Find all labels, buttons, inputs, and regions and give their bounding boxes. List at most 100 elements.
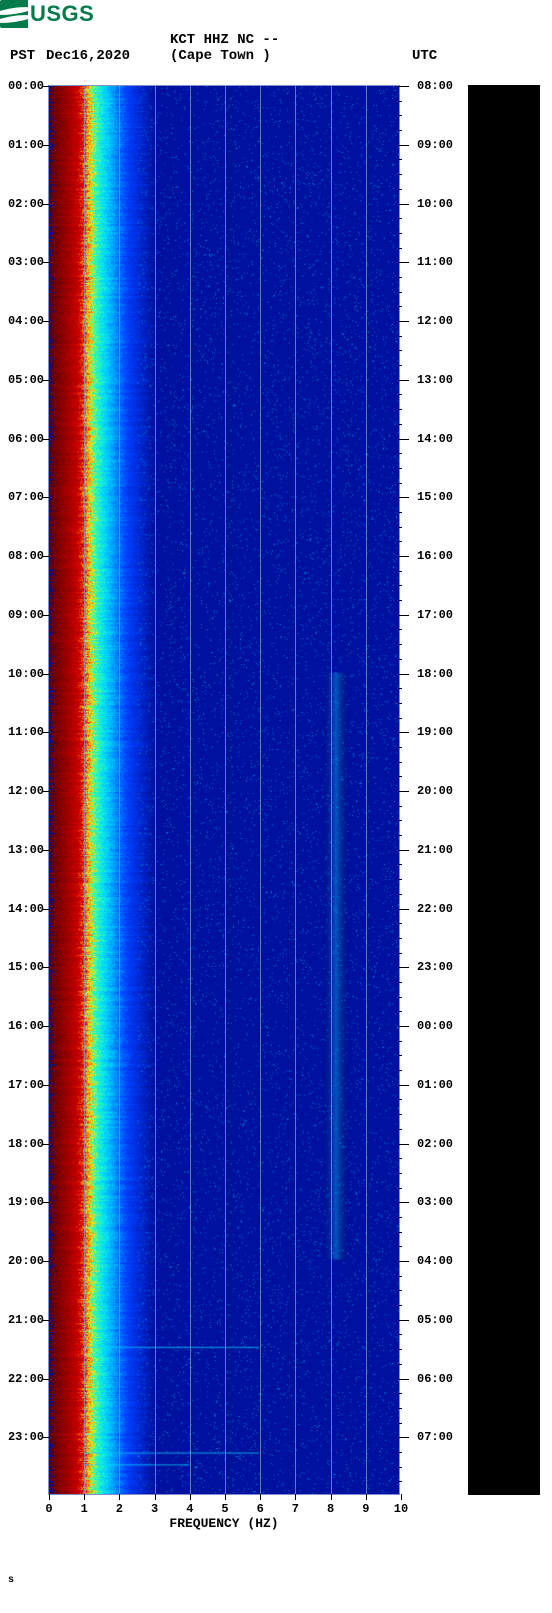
- ytick-right-label: 06:00: [417, 1372, 453, 1386]
- ytick-right-label: 12:00: [417, 314, 453, 328]
- ytick-left-mark: [43, 791, 49, 792]
- ytick-right-mark: [399, 791, 409, 792]
- ytick-right-minor: [399, 600, 402, 601]
- ytick-left-mark: [43, 1085, 49, 1086]
- ytick-right-minor: [399, 115, 402, 116]
- ytick-right-mark: [399, 674, 409, 675]
- xtick-mark: [401, 1494, 402, 1500]
- ytick-left-label: 16:00: [8, 1019, 44, 1033]
- ytick-right-mark: [399, 204, 409, 205]
- ytick-right-minor: [399, 1246, 402, 1247]
- ytick-left-mark: [43, 1437, 49, 1438]
- xtick-mark: [190, 1494, 191, 1500]
- ytick-right-label: 15:00: [417, 490, 453, 504]
- ytick-right-minor: [399, 703, 402, 704]
- ytick-right-label: 13:00: [417, 373, 453, 387]
- xtick-label: 10: [394, 1502, 408, 1516]
- xtick-mark: [366, 1494, 367, 1500]
- xtick-mark: [260, 1494, 261, 1500]
- ytick-left-label: 11:00: [8, 725, 44, 739]
- ytick-left-label: 03:00: [8, 255, 44, 269]
- ytick-right-label: 20:00: [417, 784, 453, 798]
- ytick-right-minor: [399, 409, 402, 410]
- utc-label: UTC: [412, 48, 437, 64]
- xtick-label: 6: [257, 1502, 264, 1516]
- ytick-right-mark: [399, 439, 409, 440]
- ytick-right-mark: [399, 497, 409, 498]
- ytick-right-minor: [399, 776, 402, 777]
- ytick-right-minor: [399, 1364, 402, 1365]
- ytick-right-minor: [399, 1070, 402, 1071]
- ytick-left-label: 10:00: [8, 667, 44, 681]
- ytick-right-label: 14:00: [417, 432, 453, 446]
- ytick-right-minor: [399, 982, 402, 983]
- ytick-left-mark: [43, 1320, 49, 1321]
- ytick-right-minor: [399, 806, 402, 807]
- date-label: Dec16,2020: [46, 48, 130, 64]
- ytick-left-mark: [43, 497, 49, 498]
- ytick-right-minor: [399, 1408, 402, 1409]
- ytick-left-mark: [43, 850, 49, 851]
- ytick-left-label: 23:00: [8, 1430, 44, 1444]
- ytick-right-minor: [399, 1173, 402, 1174]
- spectrogram-canvas: [49, 86, 399, 1494]
- ytick-left-label: 22:00: [8, 1372, 44, 1386]
- ytick-right-mark: [399, 732, 409, 733]
- station-line1: KCT HHZ NC --: [170, 32, 279, 48]
- x-axis-label: FREQUENCY (HZ): [48, 1516, 400, 1531]
- ytick-right-minor: [399, 820, 402, 821]
- ytick-right-minor: [399, 424, 402, 425]
- ytick-left-mark: [43, 321, 49, 322]
- wave-icon: [0, 0, 28, 28]
- xtick-mark: [295, 1494, 296, 1500]
- xtick-mark: [119, 1494, 120, 1500]
- xtick-mark: [49, 1494, 50, 1500]
- colorbar: [468, 85, 540, 1495]
- footer-mark: s: [8, 1575, 14, 1586]
- ytick-left-mark: [43, 204, 49, 205]
- xtick-mark: [331, 1494, 332, 1500]
- ytick-left-mark: [43, 674, 49, 675]
- ytick-right-minor: [399, 218, 402, 219]
- ytick-right-label: 09:00: [417, 138, 453, 152]
- ytick-right-minor: [399, 1041, 402, 1042]
- ytick-left-mark: [43, 909, 49, 910]
- ytick-right-mark: [399, 615, 409, 616]
- xtick-label: 4: [186, 1502, 193, 1516]
- ytick-right-minor: [399, 644, 402, 645]
- ytick-right-minor: [399, 953, 402, 954]
- station-line2: (Cape Town ): [170, 48, 271, 64]
- xtick-label: 0: [45, 1502, 52, 1516]
- ytick-right-mark: [399, 1144, 409, 1145]
- ytick-left-label: 19:00: [8, 1195, 44, 1209]
- ytick-right-minor: [399, 629, 402, 630]
- ytick-right-minor: [399, 277, 402, 278]
- ytick-right-minor: [399, 835, 402, 836]
- ytick-left-mark: [43, 1379, 49, 1380]
- ytick-right-minor: [399, 1276, 402, 1277]
- ytick-right-mark: [399, 967, 409, 968]
- ytick-right-minor: [399, 1232, 402, 1233]
- ytick-right-mark: [399, 145, 409, 146]
- ytick-right-minor: [399, 292, 402, 293]
- xtick-mark: [84, 1494, 85, 1500]
- ytick-right-mark: [399, 1202, 409, 1203]
- ytick-right-minor: [399, 159, 402, 160]
- ytick-right-mark: [399, 1026, 409, 1027]
- ytick-right-minor: [399, 718, 402, 719]
- ytick-right-label: 22:00: [417, 902, 453, 916]
- pst-label: PST: [10, 48, 35, 64]
- ytick-left-mark: [43, 556, 49, 557]
- xtick-label: 9: [362, 1502, 369, 1516]
- ytick-right-minor: [399, 1467, 402, 1468]
- ytick-right-mark: [399, 1320, 409, 1321]
- xtick-label: 7: [292, 1502, 299, 1516]
- ytick-left-mark: [43, 1261, 49, 1262]
- ytick-right-mark: [399, 380, 409, 381]
- ytick-left-label: 14:00: [8, 902, 44, 916]
- ytick-left-label: 02:00: [8, 197, 44, 211]
- xtick-label: 2: [116, 1502, 123, 1516]
- ytick-right-minor: [399, 468, 402, 469]
- ytick-right-minor: [399, 453, 402, 454]
- ytick-right-mark: [399, 262, 409, 263]
